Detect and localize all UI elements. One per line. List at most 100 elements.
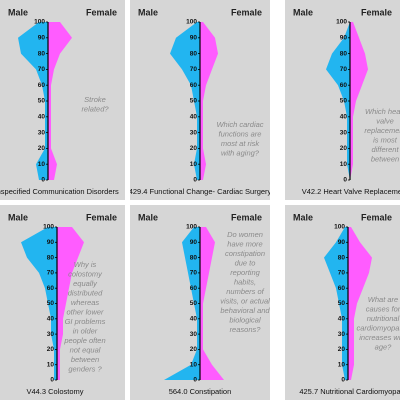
y-tick-label: 60 [38, 82, 46, 89]
annotation: GI problems [65, 317, 106, 326]
panel: Male Female 0 10 20 30 40 50 60 70 80 90 100 Strokere… [0, 0, 125, 200]
y-tick-label: 80 [340, 50, 348, 57]
annotation: have more [227, 239, 262, 248]
annotation: other lower [66, 307, 104, 316]
legend-label: Female [86, 7, 117, 17]
panel-title: Unspecified Communication Disorders [0, 187, 119, 196]
legend-label: Female [86, 212, 117, 222]
legend-label: Male [293, 7, 313, 17]
panel: Male Female 0 10 20 30 40 50 60 70 80 90 100 Which he… [285, 0, 400, 200]
y-tick-label: 70 [340, 66, 348, 73]
y-tick-label: 40 [190, 316, 198, 323]
annotation: genders ? [68, 364, 102, 373]
y-tick-label: 70 [38, 66, 46, 73]
density-male [324, 227, 348, 380]
y-tick-label: 40 [338, 316, 346, 323]
y-tick-label: 30 [190, 331, 198, 338]
y-tick-label: 10 [38, 161, 46, 168]
density-male [326, 22, 350, 180]
annotation: constipation [225, 249, 265, 258]
y-tick-label: 100 [334, 224, 345, 231]
y-tick-label: 60 [190, 82, 198, 89]
annotation: cardiomyopathy [357, 323, 400, 332]
y-tick-label: 0 [193, 177, 197, 184]
y-tick-label: 80 [338, 254, 346, 261]
annotation: nutritional [367, 314, 400, 323]
y-tick-label: 50 [338, 300, 346, 307]
y-tick-label: 20 [47, 346, 55, 353]
panel-title: V42.2 Heart Valve Replacement [302, 187, 400, 196]
panel: Male Female 0 10 20 30 40 50 60 70 80 90 100 Why isco… [0, 205, 125, 400]
annotation: due to [235, 258, 256, 267]
annotation: age? [375, 342, 393, 351]
y-tick-label: 90 [190, 239, 198, 246]
y-tick-label: 90 [190, 35, 198, 42]
annotation: between [371, 154, 399, 163]
legend-label: Male [138, 212, 158, 222]
y-tick-label: 10 [47, 361, 55, 368]
y-tick-label: 70 [47, 270, 55, 277]
panel: Male Female 0 10 20 30 40 50 60 70 80 90 100 Do women… [130, 205, 270, 400]
panel: Male Female 0 10 20 30 40 50 60 70 80 90 100 What are… [285, 205, 400, 400]
y-tick-label: 10 [190, 161, 198, 168]
y-tick-label: 70 [190, 66, 198, 73]
density-female [350, 22, 368, 180]
annotation: What are [368, 295, 398, 304]
y-tick-label: 100 [336, 19, 347, 26]
y-tick-label: 50 [340, 98, 348, 105]
annotation: whereas [71, 298, 100, 307]
density-female [348, 227, 372, 380]
y-tick-label: 90 [38, 35, 46, 42]
annotation: reasons? [230, 325, 262, 334]
density-female [48, 22, 72, 180]
y-tick-label: 100 [186, 224, 197, 231]
panel: Male Female 0 10 20 30 40 50 60 70 80 90 100 Which ca… [129, 0, 272, 200]
legend-label: Male [138, 7, 158, 17]
y-tick-label: 80 [47, 254, 55, 261]
panel-title: V44.3 Colostomy [26, 387, 83, 396]
annotation: Do women [227, 230, 263, 239]
y-tick-label: 0 [343, 177, 347, 184]
y-tick-label: 0 [41, 177, 45, 184]
annotation: Why is [74, 260, 97, 269]
density-male [21, 227, 57, 380]
panel-title: 429.4 Functional Change- Cardiac Surgery [129, 187, 272, 196]
annotation: habits, [234, 277, 256, 286]
annotation: Which heart [365, 107, 400, 116]
annotation: behavioral and [220, 306, 270, 315]
y-tick-label: 30 [47, 331, 55, 338]
density-male [164, 227, 200, 380]
y-tick-label: 20 [338, 346, 346, 353]
annotation: valve [376, 116, 394, 125]
y-tick-label: 70 [190, 270, 198, 277]
annotation: different [371, 145, 399, 154]
annotation: functions are [219, 129, 262, 138]
y-tick-label: 50 [38, 98, 46, 105]
y-tick-label: 20 [38, 145, 46, 152]
annotation: Stroke [84, 95, 106, 104]
annotation: related? [81, 104, 109, 113]
annotation: people often [63, 336, 105, 345]
y-tick-label: 40 [190, 114, 198, 121]
annotation: in older [73, 326, 98, 335]
annotation: with aging? [221, 148, 260, 157]
y-tick-label: 20 [190, 346, 198, 353]
y-tick-label: 100 [43, 224, 54, 231]
y-tick-label: 50 [47, 300, 55, 307]
y-tick-label: 60 [338, 285, 346, 292]
y-tick-label: 80 [190, 50, 198, 57]
y-tick-label: 10 [190, 361, 198, 368]
y-tick-label: 30 [190, 129, 198, 136]
annotation: numbers of [226, 287, 264, 296]
y-tick-label: 40 [340, 114, 348, 121]
annotation: replacement [364, 126, 400, 135]
y-tick-label: 60 [190, 285, 198, 292]
y-tick-label: 50 [190, 300, 198, 307]
y-tick-label: 40 [38, 114, 46, 121]
legend-label: Female [231, 7, 262, 17]
y-tick-label: 10 [340, 161, 348, 168]
y-tick-label: 50 [190, 98, 198, 105]
annotation: most at risk [221, 139, 261, 148]
y-tick-label: 80 [38, 50, 46, 57]
